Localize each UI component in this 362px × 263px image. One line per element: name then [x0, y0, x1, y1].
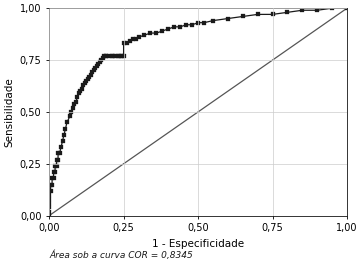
Y-axis label: Sensibilidade: Sensibilidade — [4, 77, 14, 147]
Text: Área sob a curva COR = 0,8345: Área sob a curva COR = 0,8345 — [49, 251, 193, 260]
X-axis label: 1 - Especificidade: 1 - Especificidade — [152, 239, 244, 249]
